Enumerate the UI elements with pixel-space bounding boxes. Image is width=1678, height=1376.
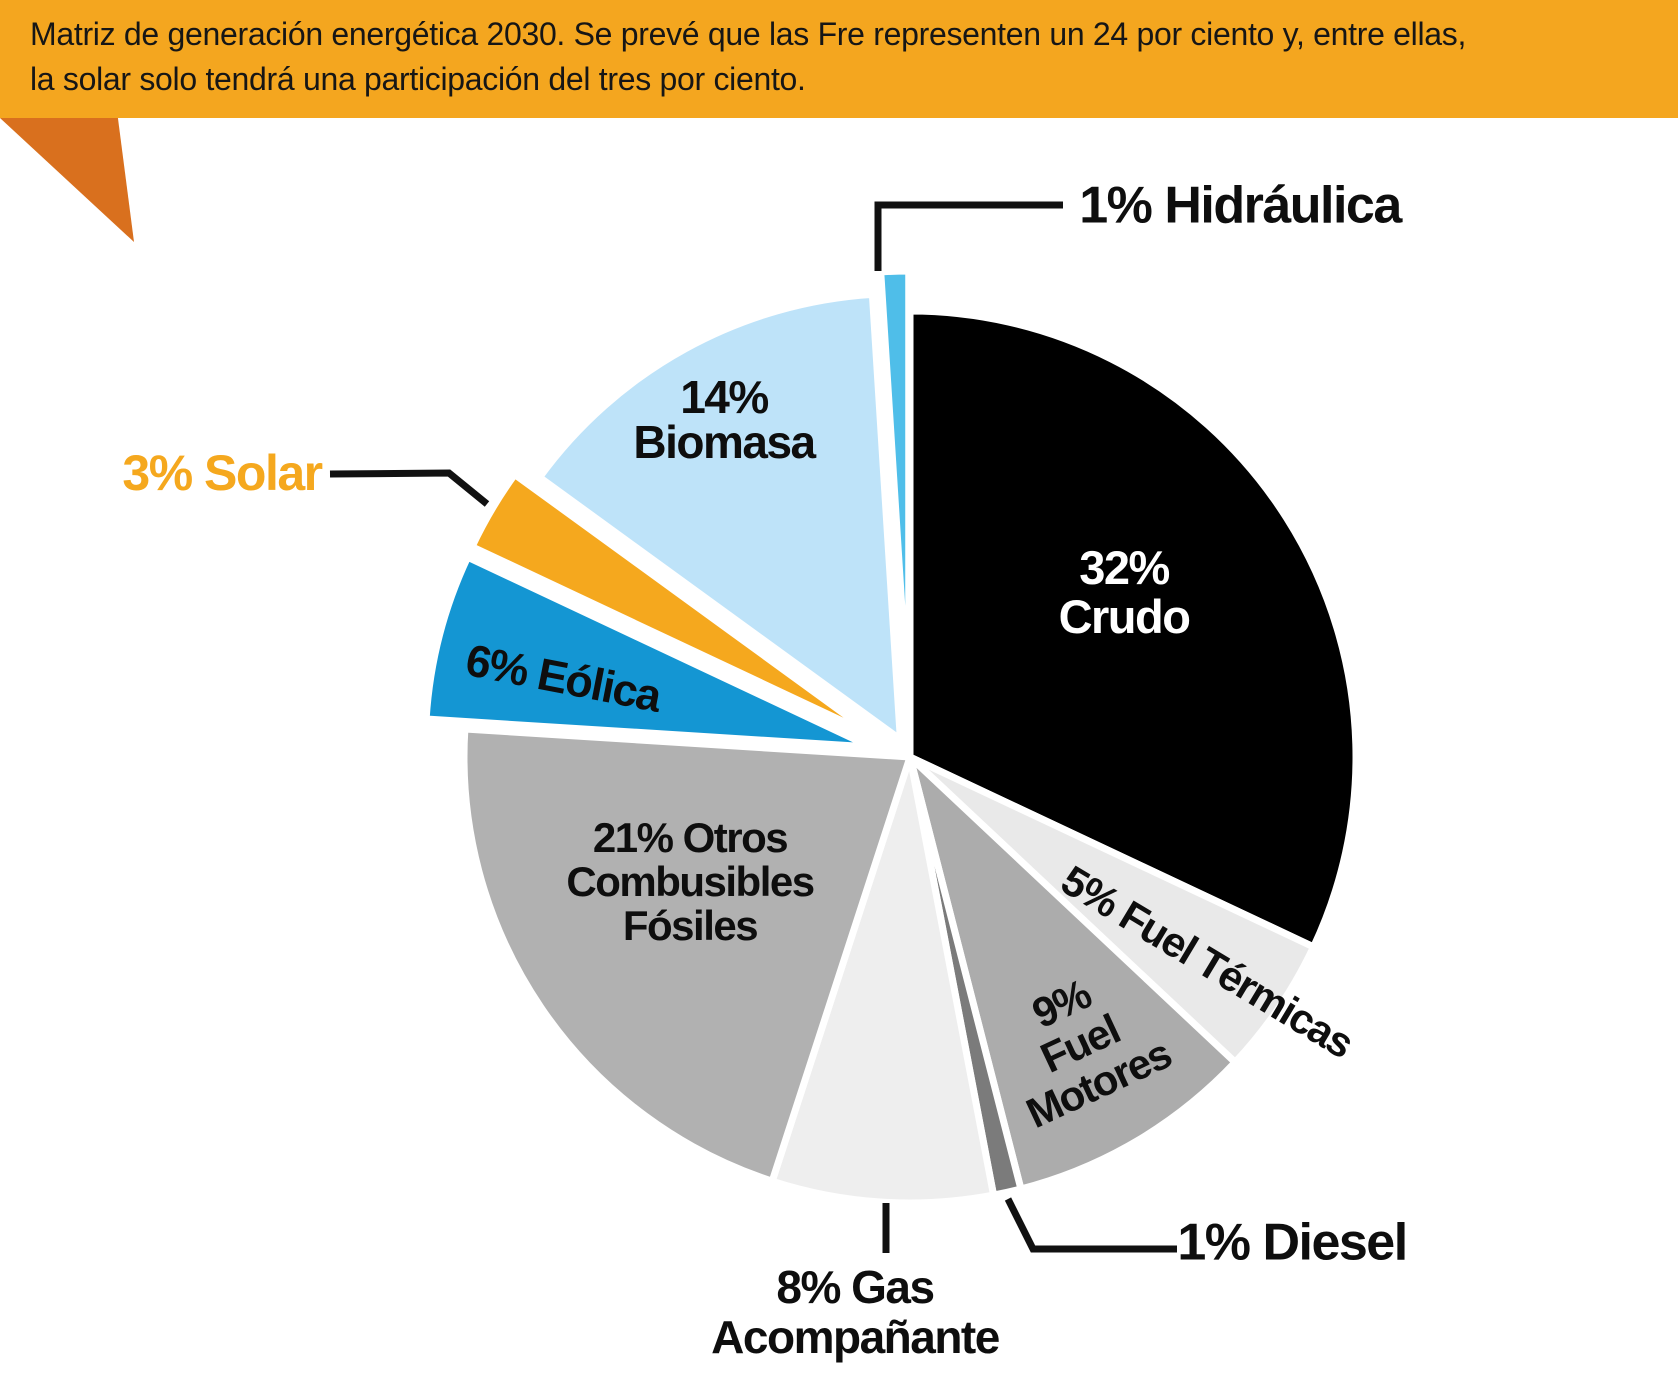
biomasa-slice-label: 14% Biomasa [633, 371, 816, 468]
otros-slice-label: 21% Otros Combusibles Fósiles [566, 814, 815, 949]
crudo-slice-label: 32% Crudo [1058, 541, 1191, 643]
hidraulica-leader-line [874, 201, 1063, 271]
slice-gas-acompanante [768, 753, 998, 1207]
slice-hidraulica [877, 267, 913, 721]
solar-callout-label: 3% Solar [122, 444, 323, 501]
pie-slices [422, 267, 1360, 1207]
solar-leader-line [329, 469, 490, 507]
slice-biomasa [536, 290, 904, 743]
slice-eolica [422, 553, 875, 751]
diesel-leader-line [1004, 1197, 1177, 1253]
hidraulica-callout-label: 1% Hidráulica [1079, 176, 1402, 235]
slice-fuel-motores [906, 753, 1239, 1193]
gas-callout-label: 8% Gas Acompañante [711, 1261, 1000, 1363]
title-banner: Matriz de generación energética 2030. Se… [0, 0, 1678, 118]
leader-lines [329, 201, 1177, 1253]
diesel-callout-label: 1% Diesel [1177, 1213, 1408, 1272]
slice-crudo [906, 307, 1360, 951]
slice-solar [468, 470, 880, 741]
slice-otros-combusibles-fosiles [460, 725, 914, 1185]
